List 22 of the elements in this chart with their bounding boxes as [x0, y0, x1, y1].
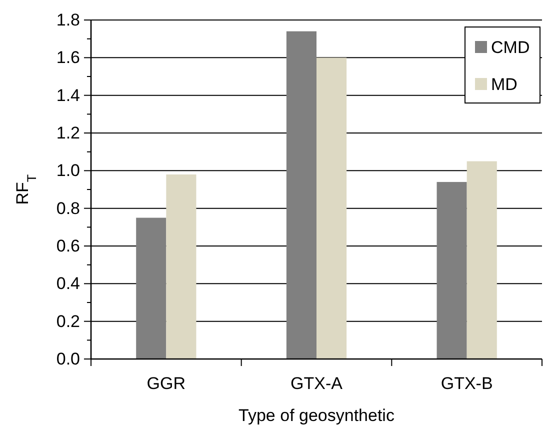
- bar: [316, 58, 347, 359]
- y-tick-label: 0.8: [56, 198, 80, 218]
- bar: [436, 182, 467, 359]
- y-tick-label: 1.2: [56, 123, 80, 142]
- y-tick-label: 0.2: [56, 312, 80, 331]
- x-tick-label: GGR: [146, 374, 186, 394]
- bar: [286, 31, 316, 359]
- legend-label: CMD: [491, 38, 530, 57]
- legend-label: MD: [491, 75, 518, 94]
- y-tick-label: 1.0: [56, 161, 80, 180]
- y-tick-label: 1.8: [56, 10, 80, 30]
- y-tick-label: 1.6: [56, 48, 80, 68]
- bar: [136, 218, 166, 359]
- bar: [166, 174, 196, 359]
- x-axis-title: Type of geosynthetic: [238, 406, 395, 425]
- y-tick-label: 0.6: [56, 236, 80, 256]
- y-tick-label: 0.4: [56, 274, 80, 294]
- x-tick-label: GTX-B: [440, 374, 493, 394]
- y-tick-label: 1.4: [56, 86, 80, 105]
- y-tick-label: 0.0: [56, 349, 80, 368]
- x-tick-label: GTX-A: [290, 374, 344, 394]
- bar: [466, 161, 497, 359]
